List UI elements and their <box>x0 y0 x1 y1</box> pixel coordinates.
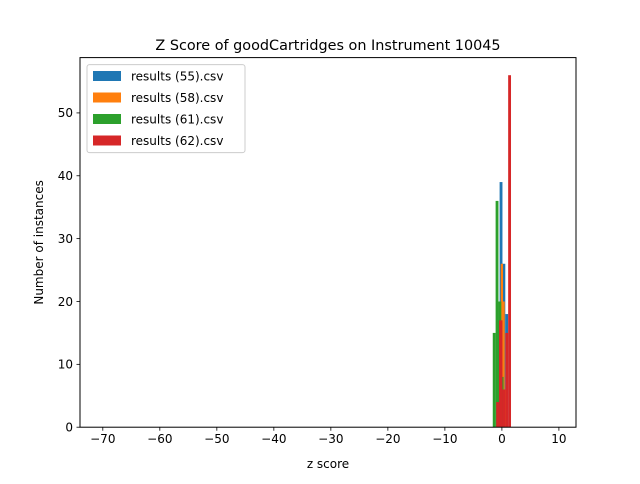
x-tick-label: −30 <box>318 432 343 446</box>
chart-title: Z Score of goodCartridges on Instrument … <box>155 38 500 54</box>
y-tick-label: 30 <box>58 232 73 246</box>
bar-series-4-bin-3 <box>502 389 506 428</box>
legend-swatch-4 <box>93 135 121 146</box>
y-tick-label: 40 <box>58 169 73 183</box>
legend-swatch-2 <box>93 92 121 103</box>
legend-label-3: results (61).csv <box>131 112 223 126</box>
legend: results (55).csv results (58).csv results … <box>86 64 246 154</box>
bars-layer <box>492 75 512 428</box>
x-tick-label: 0 <box>498 432 506 446</box>
x-axis: −70 −60 −50 −40 −30 −20 −10 0 10 <box>90 427 567 446</box>
legend-label-4: results (62).csv <box>131 134 223 148</box>
x-tick-label: −60 <box>147 432 172 446</box>
y-tick-label: 20 <box>58 295 73 309</box>
y-tick-label: 50 <box>58 106 73 120</box>
legend-label-1: results (55).csv <box>131 69 223 83</box>
y-axis: 0 10 20 30 40 50 <box>58 106 80 435</box>
x-tick-label: −20 <box>375 432 400 446</box>
legend-swatch-3 <box>93 114 121 124</box>
bar-series-3-bin-2 <box>495 200 499 428</box>
bar-series-4-bin-4 <box>505 332 509 428</box>
bar-series-4-bin-5 <box>508 75 512 428</box>
x-tick-label: −70 <box>90 432 115 446</box>
x-tick-label: 10 <box>551 432 566 446</box>
y-tick-label: 10 <box>58 358 73 372</box>
x-axis-label: z score <box>307 457 349 471</box>
legend-label-2: results (58).csv <box>131 91 223 105</box>
legend-box <box>86 64 246 154</box>
y-axis-label: Number of instances <box>32 180 46 305</box>
x-tick-label: −50 <box>204 432 229 446</box>
bar-series-4-bin-2 <box>499 320 503 428</box>
legend-swatch-1 <box>93 71 121 81</box>
y-tick-label: 0 <box>65 421 73 435</box>
plot-area-frame <box>79 57 577 428</box>
x-tick-label: −10 <box>432 432 457 446</box>
bar-series-3-bin-1 <box>492 332 496 428</box>
bar-series-4-bin-1 <box>496 402 500 428</box>
x-tick-label: −40 <box>261 432 286 446</box>
bar-series-2-bin-3 <box>503 301 505 428</box>
